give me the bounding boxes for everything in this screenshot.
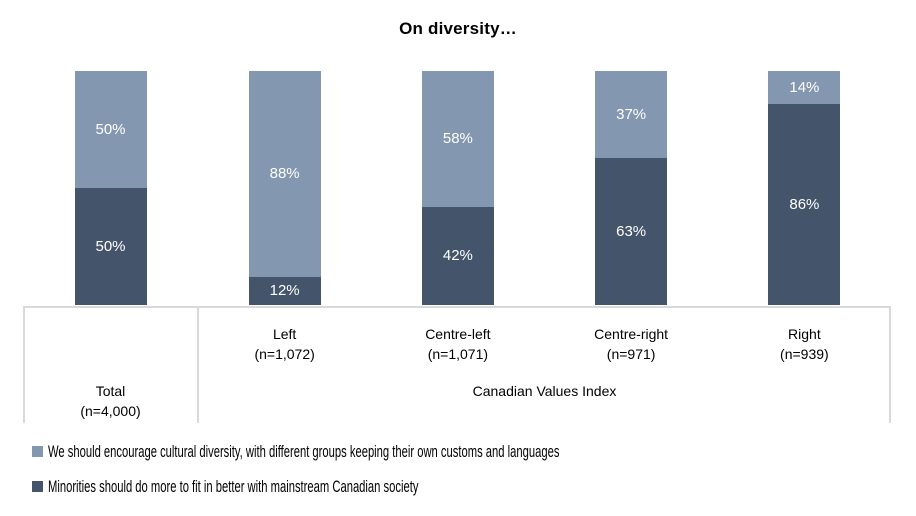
bar-segment: 50%	[74, 71, 147, 188]
bar-segment: 88%	[248, 71, 321, 277]
axis-group-divider-line	[197, 306, 199, 423]
bar-value-label: 50%	[95, 238, 126, 255]
category-name: Right	[788, 326, 821, 342]
category-sample-size: (n=4,000)	[80, 403, 141, 419]
bar-segment: 63%	[595, 157, 668, 305]
bar-segment: 42%	[421, 206, 494, 305]
bar-value-label: 58%	[442, 130, 473, 148]
bar-value-label: 88%	[269, 165, 300, 183]
category-sample-size: (n=971)	[606, 346, 656, 362]
bar-segment: 12%	[248, 276, 321, 305]
category-label-right: Right (n=939)	[719, 324, 889, 364]
legend-label: We should encourage cultural diversity, …	[48, 442, 560, 461]
legend-item: We should encourage cultural diversity, …	[32, 443, 823, 461]
category-name: Left	[272, 326, 297, 342]
bar-segment: 37%	[595, 71, 668, 158]
category-name: Total	[95, 383, 126, 399]
category-label-left: Left (n=1,072)	[200, 324, 370, 364]
category-name: Centre-right	[594, 326, 669, 342]
category-sample-size: (n=939)	[780, 346, 829, 362]
axis-border-left-line	[23, 306, 25, 423]
category-label-centre-left: Centre-left (n=1,071)	[373, 324, 543, 364]
bar-value-label: 14%	[789, 78, 820, 96]
bar-value-label: 63%	[616, 222, 647, 240]
bar-value-label: 42%	[442, 247, 473, 265]
bar-value-label: 37%	[616, 105, 647, 123]
bar-segment: 50%	[74, 188, 147, 305]
category-sample-size: (n=1,072)	[254, 346, 315, 362]
bar-segment: 14%	[768, 71, 841, 104]
bar-value-label: 12%	[269, 282, 300, 300]
legend-label: Minorities should do more to fit in bett…	[48, 477, 419, 496]
bar-segment: 58%	[421, 71, 494, 207]
chart-title: On diversity…	[399, 19, 517, 38]
legend-swatch	[32, 481, 43, 492]
axis-group-label: Canadian Values Index	[472, 383, 617, 399]
legend-item: Minorities should do more to fit in bett…	[32, 478, 823, 496]
axis-border-right-line	[889, 306, 891, 423]
legend: We should encourage cultural diversity, …	[32, 443, 823, 513]
category-label-centre-right: Centre-right (n=971)	[546, 324, 716, 364]
category-sample-size: (n=1,071)	[427, 346, 489, 362]
bar-value-label: 86%	[789, 195, 820, 213]
bar-segment: 86%	[768, 103, 841, 305]
category-label-total: Total (n=4,000)	[26, 381, 196, 421]
bar-value-label: 50%	[95, 121, 126, 138]
category-axis-line	[23, 306, 891, 308]
category-name: Centre-left	[425, 326, 491, 342]
legend-swatch	[32, 446, 43, 457]
